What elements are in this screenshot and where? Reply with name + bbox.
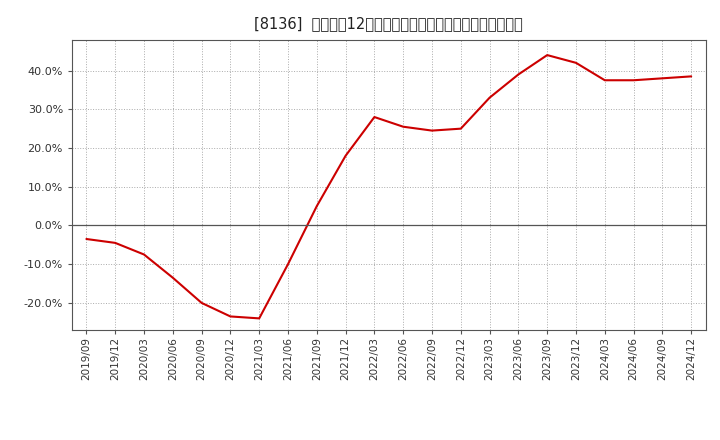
Title: [8136]  売上高の12か月移動合計の対前年同期増減率の推移: [8136] 売上高の12か月移動合計の対前年同期増減率の推移 — [254, 16, 523, 32]
